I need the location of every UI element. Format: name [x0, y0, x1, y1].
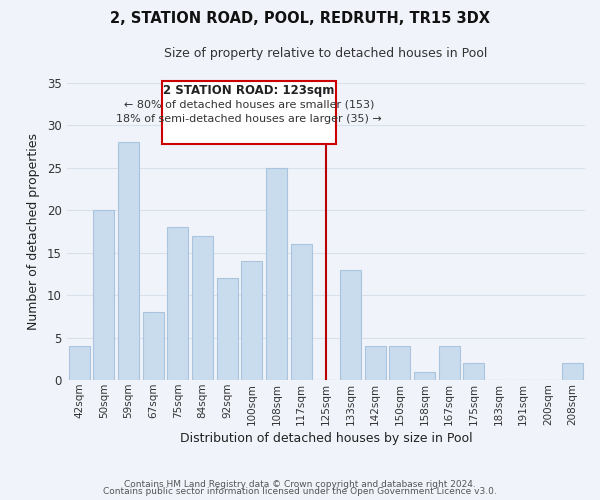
Bar	[266, 168, 287, 380]
Bar	[463, 363, 484, 380]
Bar	[562, 363, 583, 380]
Bar	[143, 312, 164, 380]
Text: ← 80% of detached houses are smaller (153): ← 80% of detached houses are smaller (15…	[124, 99, 374, 109]
Bar	[340, 270, 361, 380]
Bar	[365, 346, 386, 380]
Text: 2 STATION ROAD: 123sqm: 2 STATION ROAD: 123sqm	[163, 84, 335, 97]
Bar	[167, 227, 188, 380]
Bar	[389, 346, 410, 380]
Text: Contains HM Land Registry data © Crown copyright and database right 2024.: Contains HM Land Registry data © Crown c…	[124, 480, 476, 489]
Bar	[439, 346, 460, 380]
Bar	[68, 346, 89, 380]
Bar	[118, 142, 139, 380]
Bar	[192, 236, 213, 380]
FancyBboxPatch shape	[162, 81, 336, 144]
Text: 18% of semi-detached houses are larger (35) →: 18% of semi-detached houses are larger (…	[116, 114, 382, 124]
Bar	[217, 278, 238, 380]
Bar	[241, 261, 262, 380]
Bar	[290, 244, 311, 380]
X-axis label: Distribution of detached houses by size in Pool: Distribution of detached houses by size …	[179, 432, 472, 445]
Title: Size of property relative to detached houses in Pool: Size of property relative to detached ho…	[164, 48, 488, 60]
Y-axis label: Number of detached properties: Number of detached properties	[27, 133, 40, 330]
Text: 2, STATION ROAD, POOL, REDRUTH, TR15 3DX: 2, STATION ROAD, POOL, REDRUTH, TR15 3DX	[110, 11, 490, 26]
Text: Contains public sector information licensed under the Open Government Licence v3: Contains public sector information licen…	[103, 487, 497, 496]
Bar	[414, 372, 435, 380]
Bar	[93, 210, 114, 380]
